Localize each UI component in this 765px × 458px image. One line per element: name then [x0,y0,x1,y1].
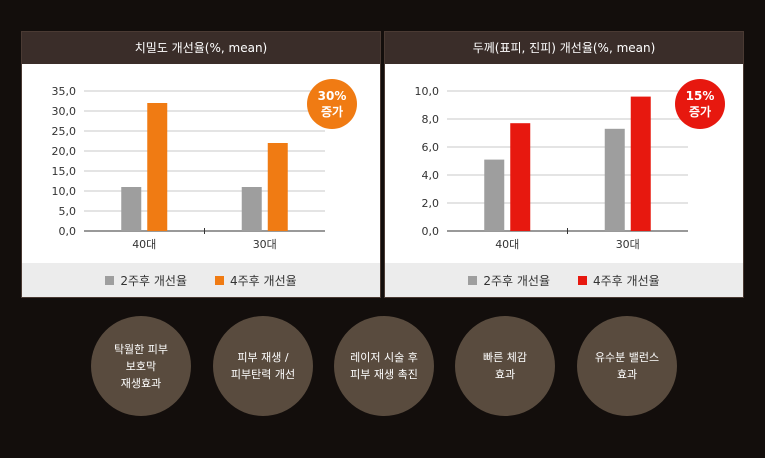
legend-swatch-gray [105,275,115,285]
bar [121,187,142,231]
x-tick-label: 30대 [616,238,640,251]
increase-badge: 30% 증가 [307,79,357,129]
bar [630,96,651,231]
increase-badge: 15% 증가 [675,79,725,129]
y-tick-label: 10,0 [415,85,440,98]
benefit-circle: 빠른 체감 효과 [455,316,555,416]
legend-swatch-red [578,275,587,285]
bar [267,143,288,231]
bar-chart-density: 0,0 5,0 10,0 15,0 20,0 25,0 30,0 35,0 40대 30대 [52,85,325,251]
legend-item-2week: 2주후 개선율 [105,272,187,289]
legend-label: 2주후 개선율 [483,273,550,288]
y-tick-label: 0,0 [422,225,440,238]
y-tick-label: 15,0 [52,165,77,178]
bar [510,123,531,231]
y-tick-label: 25,0 [52,125,77,138]
legend-label: 4주후 개선율 [230,273,297,288]
y-tick-label: 2,0 [422,197,440,210]
chart-title: 치밀도 개선율(%, mean) [22,32,380,64]
benefit-text: 탁월한 피부 보호막 재생효과 [113,342,169,390]
bar [147,103,168,231]
legend-label: 4주후 개선율 [593,273,660,288]
benefit-text: 레이저 시술 후 피부 재생 촉진 [350,351,418,381]
bar [484,159,505,231]
benefit-text: 빠른 체감 효과 [483,351,527,381]
chart-legend: 2주후 개선율 4주후 개선율 [22,263,380,297]
y-tick-label: 0,0 [59,225,77,238]
benefit-circle: 유수분 밸런스 효과 [577,316,677,416]
benefit-circle: 피부 재생 / 피부탄력 개선 [213,316,313,416]
benefit-circle: 탁월한 피부 보호막 재생효과 [91,316,191,416]
y-tick-label: 6,0 [422,141,440,154]
benefit-circle: 레이저 시술 후 피부 재생 촉진 [334,316,434,416]
y-tick-label: 10,0 [52,185,77,198]
chart-panel-thickness: 두께(표피, 진피) 개선율(%, mean) 0,0 2,0 4,0 6,0 8,0 1… [384,31,744,298]
y-tick-label: 20,0 [52,145,77,158]
legend-item-4week: 4주후 개선율 [215,272,297,289]
y-tick-label: 35,0 [52,85,77,98]
x-tick-label: 40대 [495,238,519,251]
legend-swatch-gray [468,275,478,285]
x-tick-label: 30대 [253,238,277,251]
chart-title: 두께(표피, 진피) 개선율(%, mean) [385,32,743,64]
x-tick-label: 40대 [132,238,156,251]
y-tick-label: 8,0 [422,113,440,126]
bar [241,187,262,231]
legend-item-2week: 2주후 개선율 [468,272,550,289]
benefit-text: 유수분 밸런스 효과 [594,351,660,381]
badge-label: 증가 [320,105,344,119]
benefit-text: 피부 재생 / 피부탄력 개선 [230,351,296,381]
legend-item-4week: 4주후 개선율 [578,272,660,289]
bar-chart-thickness: 0,0 2,0 4,0 6,0 8,0 10,0 40대 30대 [415,85,688,251]
badge-percent: 30% [317,89,347,103]
chart-panel-density: 치밀도 개선율(%, mean) 0,0 5,0 10,0 15,0 20,0 25,0 3… [21,31,381,298]
y-tick-label: 30,0 [52,105,77,118]
badge-label: 증가 [688,105,712,119]
badge-percent: 15% [685,89,715,103]
legend-swatch-orange [215,275,224,285]
y-tick-label: 5,0 [59,205,77,218]
chart-legend: 2주후 개선율 4주후 개선율 [385,263,743,297]
y-tick-label: 4,0 [422,169,440,182]
bar [604,128,625,231]
legend-label: 2주후 개선율 [120,273,187,288]
